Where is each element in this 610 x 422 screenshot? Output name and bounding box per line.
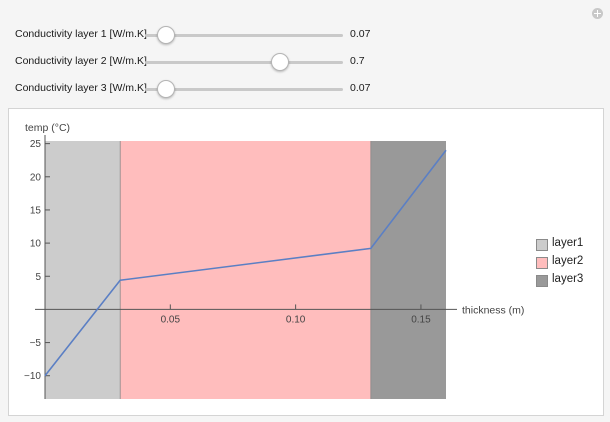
slider-value: 0.07	[350, 82, 371, 94]
slider-track[interactable]	[145, 88, 343, 91]
region-layer1	[45, 141, 121, 399]
y-tick-label: 5	[35, 272, 41, 283]
slider-label: Conductivity layer 2 [W/m.K]	[15, 55, 147, 67]
slider-thumb[interactable]	[156, 26, 175, 44]
y-tick-label: −10	[24, 371, 41, 382]
legend-label: layer2	[552, 255, 584, 267]
x-tick-label: 0.15	[411, 314, 431, 325]
y-tick-label: 20	[30, 172, 42, 183]
y-tick-label: 25	[30, 139, 42, 150]
legend-label: layer3	[552, 273, 584, 285]
slider-conductivity-layer-2: Conductivity layer 2 [W/m.K] 0.7	[0, 52, 600, 72]
y-tick-label: 10	[30, 239, 42, 250]
temperature-chart: −10 −5 5 10 15 20 25 0.05 0.10 0.15 temp (°C) thick…	[24, 122, 524, 399]
slider-value: 0.7	[350, 55, 365, 67]
plus-icon[interactable]	[592, 8, 603, 19]
x-axis-label: thickness (m)	[462, 304, 524, 316]
slider-track[interactable]	[145, 61, 343, 64]
slider-label: Conductivity layer 1 [W/m.K]	[15, 28, 147, 40]
legend-label: layer1	[552, 237, 584, 249]
y-tick-label: −5	[30, 338, 42, 349]
legend-swatch-layer1	[536, 239, 548, 251]
slider-thumb[interactable]	[270, 53, 289, 71]
y-tick-label: 15	[30, 205, 42, 216]
region-layer3	[370, 141, 446, 399]
region-layer2	[120, 141, 371, 399]
plot-frame: −10 −5 5 10 15 20 25 0.05 0.10 0.15 temp (°C) thick…	[8, 108, 604, 416]
slider-track[interactable]	[145, 34, 343, 37]
slider-label: Conductivity layer 3 [W/m.K]	[15, 82, 147, 94]
x-tick-label: 0.05	[161, 314, 181, 325]
legend-swatch-layer3	[536, 275, 548, 287]
slider-value: 0.07	[350, 28, 371, 40]
slider-thumb[interactable]	[156, 80, 175, 98]
series-line	[44, 149, 447, 377]
slider-conductivity-layer-3: Conductivity layer 3 [W/m.K] 0.07	[0, 79, 600, 99]
slider-conductivity-layer-1: Conductivity layer 1 [W/m.K] 0.07	[0, 25, 600, 45]
legend-swatch-layer2	[536, 257, 548, 269]
x-tick-label: 0.10	[286, 314, 306, 325]
y-axis-label: temp (°C)	[25, 122, 70, 134]
